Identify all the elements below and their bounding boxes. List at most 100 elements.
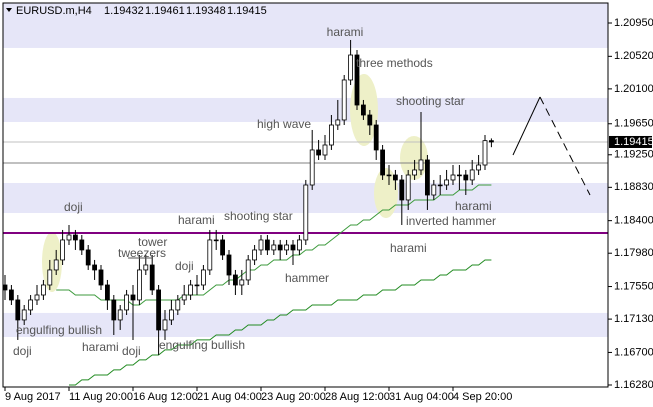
candle-body — [136, 269, 142, 301]
candle-body — [258, 239, 264, 251]
pattern-label: doji — [175, 259, 194, 273]
candle-body — [380, 149, 386, 176]
candle-body — [482, 140, 488, 166]
candle-body — [124, 294, 129, 311]
candle-body — [252, 249, 258, 261]
candle-body — [284, 244, 290, 251]
candle-body — [488, 140, 494, 143]
candle-body — [41, 284, 46, 296]
close-price: 1.19415 — [227, 5, 267, 17]
zone — [3, 97, 608, 122]
highlight — [374, 168, 398, 218]
candle-body — [437, 184, 443, 187]
projection — [128, 96, 591, 259]
menu-icon[interactable] — [6, 8, 12, 12]
price-tag — [609, 135, 652, 148]
pattern-label: shooting star — [396, 94, 465, 108]
y-tick-label: 1.19250 — [614, 149, 653, 161]
candle-body — [328, 124, 334, 146]
x-tick-label: 16 Aug 12:00 — [133, 391, 198, 403]
y-tick-label: 1.19650 — [614, 118, 653, 130]
x-tick-label: 11 Aug 20:00 — [69, 391, 133, 403]
pattern-label: doji — [13, 344, 32, 358]
candle-body — [335, 119, 341, 126]
pattern-label: doji — [64, 200, 83, 214]
pattern-label: doji — [122, 344, 141, 358]
projection-line — [539, 96, 591, 196]
pattern-label: harami — [178, 213, 215, 227]
candle-body — [85, 249, 91, 266]
x-tick-label: 28 Aug 12:00 — [325, 391, 390, 403]
pattern-label: harami — [390, 241, 427, 255]
y-tick-label: 1.18400 — [614, 215, 653, 227]
high-price: 1.19461 — [145, 5, 185, 17]
candle-body — [168, 309, 174, 321]
candle-body — [73, 234, 78, 241]
candle-body — [418, 159, 424, 171]
candle-body — [367, 114, 373, 126]
pattern-label: engulfing bullish — [159, 338, 245, 352]
low-price: 1.19348 — [186, 5, 226, 17]
pattern-label: engulfing bullish — [16, 323, 102, 337]
y-tick-label: 1.17550 — [614, 280, 653, 292]
candle-body — [117, 309, 123, 321]
candle-body — [149, 264, 155, 291]
candle-body — [34, 294, 40, 301]
candle-body — [431, 184, 437, 196]
candle-body — [360, 104, 366, 116]
pattern-label: inverted hammer — [406, 214, 496, 228]
pattern-label: harami — [455, 199, 492, 213]
pattern-label: harami — [327, 25, 364, 39]
candle-body — [2, 284, 8, 291]
candle-body — [245, 259, 251, 281]
candle-body — [156, 289, 162, 331]
y-tick-label: 1.17130 — [614, 313, 653, 325]
y-tick-label: 1.16700 — [614, 346, 653, 358]
candle-body — [444, 179, 450, 186]
candle-body — [309, 149, 315, 186]
candle-body — [303, 184, 309, 241]
price-tag-label: 1.19415 — [614, 136, 653, 148]
candle-body — [53, 259, 59, 271]
candle-body — [175, 299, 181, 311]
candle-body — [8, 289, 14, 301]
candle-body — [213, 239, 219, 242]
candle-body — [476, 164, 482, 171]
y-tick-label: 1.18830 — [614, 181, 653, 193]
x-tick-label: 31 Aug 04:00 — [389, 391, 454, 403]
zone — [3, 3, 608, 48]
pattern-label: hammer — [285, 271, 329, 285]
candle-body — [98, 269, 104, 286]
candle-body — [463, 174, 469, 181]
candle-body — [232, 274, 238, 286]
candle-body — [456, 174, 462, 177]
candle-body — [143, 264, 149, 271]
candle-body — [79, 239, 85, 251]
candle-body — [105, 284, 110, 301]
candle-body — [220, 239, 226, 256]
candle-body — [469, 169, 475, 181]
candle-body — [271, 244, 277, 251]
moving-average — [69, 259, 492, 386]
candle-body — [111, 299, 117, 321]
candle-body — [130, 294, 136, 301]
candle-body — [348, 54, 354, 81]
candle-body — [181, 294, 187, 301]
pattern-label: high wave — [257, 117, 311, 131]
y-tick-label: 1.16280 — [614, 379, 653, 391]
candle-body — [392, 174, 398, 181]
candle-body — [207, 239, 213, 271]
candle-body — [21, 309, 27, 321]
y-tick-label: 1.20100 — [614, 83, 653, 95]
candle-body — [277, 244, 283, 251]
y-tick-label: 1.20950 — [614, 17, 653, 29]
candle-body — [296, 239, 302, 251]
x-tick-label: 21 Aug 04:00 — [197, 391, 262, 403]
candle-body — [28, 299, 34, 311]
x-tick-label: 23 Aug 20:00 — [261, 391, 326, 403]
candle-body — [162, 319, 168, 331]
candle-body — [92, 264, 97, 271]
candle-body — [194, 284, 200, 287]
candle-body — [188, 284, 194, 296]
